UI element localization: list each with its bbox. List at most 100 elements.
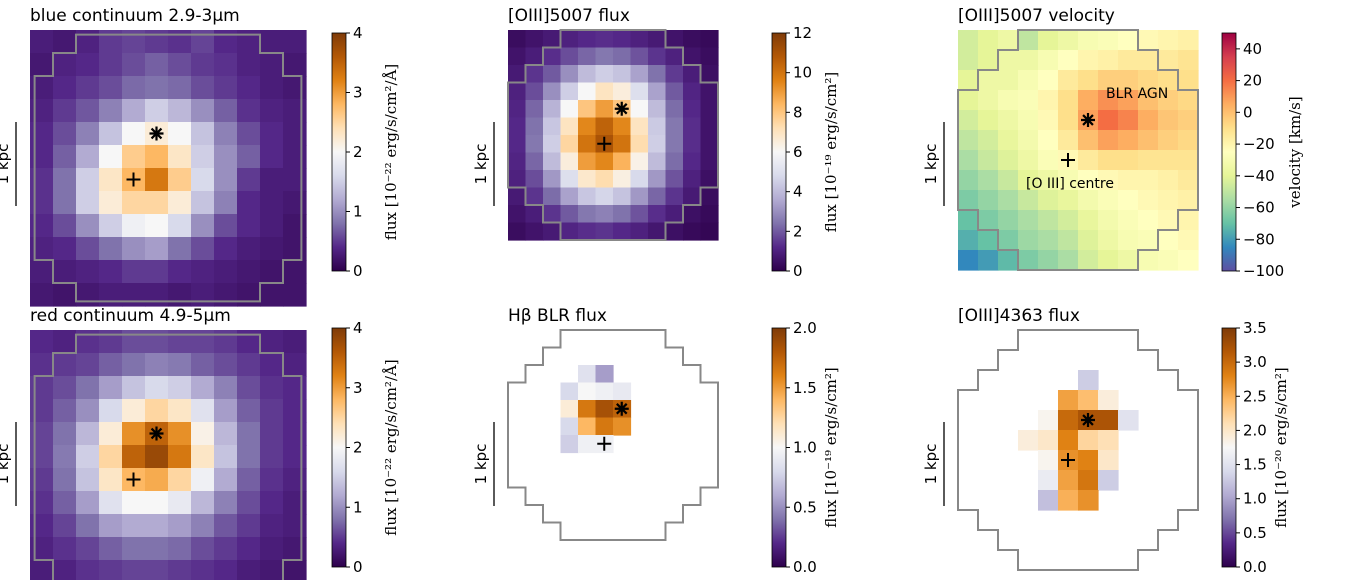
map-pixel (665, 30, 684, 49)
map-pixel (30, 468, 54, 492)
colorbar (331, 327, 347, 568)
map-pixel (191, 237, 215, 261)
map-pixel (283, 560, 307, 580)
map-pixel (76, 330, 100, 354)
map-pixel (214, 191, 238, 215)
colorbar-tick-label: 4 (353, 319, 363, 337)
map-pixel (168, 260, 192, 284)
map-pixel (998, 30, 1019, 51)
map-pixel (214, 491, 238, 515)
colorbar-tick-label: 4 (793, 183, 803, 201)
map-pixel (168, 237, 192, 261)
map-pixel (76, 99, 100, 123)
map-pixel (958, 150, 979, 171)
map-pixel (613, 170, 632, 189)
map-pixel (560, 30, 579, 49)
aperture-outline (33, 333, 303, 580)
map-pixel (648, 100, 667, 119)
map-pixel (525, 205, 544, 224)
map-pixel (283, 122, 307, 146)
map-pixel (700, 117, 719, 136)
map-pixel (630, 82, 649, 101)
scale-bar-label: 1 kpc (0, 444, 12, 485)
map-pixel (99, 237, 123, 261)
map-pixel (191, 260, 215, 284)
map-pixel (648, 82, 667, 101)
map-pixel (76, 353, 100, 377)
map-pixel (1078, 450, 1099, 471)
map-pixel (508, 117, 527, 136)
map-pixel (578, 170, 597, 189)
map-pixel (1118, 70, 1139, 91)
map-pixel (122, 514, 146, 538)
map-pixel (1158, 70, 1179, 91)
map-pixel (508, 100, 527, 119)
map-pixel (168, 168, 192, 192)
map-pixel (958, 70, 979, 91)
map-pixel (168, 191, 192, 215)
map-pixel (122, 353, 146, 377)
map-pixel (648, 222, 667, 241)
map-pixel (260, 445, 284, 469)
map-pixel (1118, 110, 1139, 131)
map-pixel (214, 537, 238, 561)
colorbar-label: flux [10⁻²² erg/s/cm²/Å] (382, 64, 400, 240)
map-pixel (99, 76, 123, 100)
map-pixel (1098, 170, 1119, 191)
map-pixel (1158, 90, 1179, 111)
map-pixel (1038, 190, 1059, 211)
map-pixel (99, 468, 123, 492)
map-pixel (543, 82, 562, 101)
colorbar-tick-label: 3.5 (1243, 319, 1267, 337)
map-pixel (168, 214, 192, 238)
map-pixel (613, 117, 632, 136)
map-pixel (1138, 110, 1159, 131)
map-pixel (145, 237, 169, 261)
colorbar (771, 327, 787, 568)
map-pixel (648, 65, 667, 84)
map-pixel (648, 187, 667, 206)
map-pixel (1058, 130, 1079, 151)
map-pixel (76, 422, 100, 446)
map-pixel (168, 537, 192, 561)
map-pixel (1138, 90, 1159, 111)
map-pixel (613, 65, 632, 84)
map-pixel (578, 417, 597, 436)
map-pixel (560, 205, 579, 224)
map-pixel (1078, 390, 1099, 411)
map-pixel (145, 53, 169, 77)
map-pixel (1018, 210, 1039, 231)
map-pixel (122, 283, 146, 307)
map-pixel (1058, 170, 1079, 191)
map-pixel (30, 445, 54, 469)
map-pixel (168, 76, 192, 100)
map-pixel (1038, 130, 1059, 151)
map-pixel (53, 353, 77, 377)
panel-title: [OIII]5007 velocity (958, 6, 1115, 26)
map-pixel (1058, 190, 1079, 211)
map-pixel (613, 417, 632, 436)
map-pixel (1138, 130, 1159, 151)
map-pixel (683, 100, 702, 119)
map-pixel (260, 76, 284, 100)
colorbar-label: velocity [km/s] (1286, 96, 1304, 208)
map-pixel (543, 222, 562, 241)
map-pixel (76, 53, 100, 77)
map-pixel (1038, 150, 1059, 171)
map-pixel (508, 135, 527, 154)
map-pixel (595, 365, 614, 384)
map-pixel (283, 30, 307, 54)
map-pixel (53, 468, 77, 492)
map-pixel (30, 99, 54, 123)
colorbar-tick-label: 6 (793, 143, 803, 161)
map-pixel (1058, 30, 1079, 51)
map-pixel (260, 145, 284, 169)
map-pixel (613, 222, 632, 241)
map-pixel (543, 135, 562, 154)
map-pixel (53, 76, 77, 100)
panel-title: Hβ BLR flux (508, 306, 607, 326)
map-pixel (76, 376, 100, 400)
map-pixel (30, 145, 54, 169)
map-pixel (578, 100, 597, 119)
map-pixel (260, 399, 284, 423)
